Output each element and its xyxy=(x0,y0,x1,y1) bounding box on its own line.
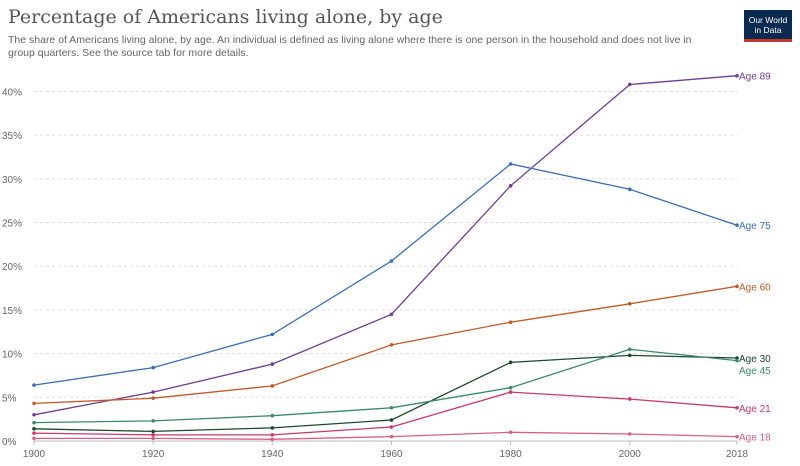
data-point-age-21[interactable] xyxy=(508,390,513,394)
y-tick-label: 20% xyxy=(2,262,22,273)
data-point-age-30[interactable] xyxy=(389,418,394,422)
data-point-age-75[interactable] xyxy=(270,332,275,337)
data-point-age-60[interactable] xyxy=(389,343,394,347)
series-label-age-60: Age 60 xyxy=(739,282,771,293)
series-line-age-75[interactable] xyxy=(33,163,738,386)
data-point-age-89[interactable] xyxy=(508,184,513,188)
series-label-age-45: Age 45 xyxy=(739,366,771,377)
y-tick-label: 25% xyxy=(2,219,22,230)
data-point-age-18[interactable] xyxy=(270,437,275,442)
chart-title: Percentage of Americans living alone, by… xyxy=(8,6,443,28)
y-tick-label: 40% xyxy=(2,87,22,98)
data-point-age-75[interactable] xyxy=(627,187,632,192)
series-label-age-21: Age 21 xyxy=(739,404,771,415)
y-tick-label: 10% xyxy=(2,350,22,361)
data-point-age-45[interactable] xyxy=(32,420,36,425)
logo-line-1: Our World xyxy=(748,15,788,25)
data-point-age-89[interactable] xyxy=(270,362,275,366)
y-tick-label: 35% xyxy=(2,131,22,142)
data-point-age-45[interactable] xyxy=(627,347,632,352)
data-point-age-45[interactable] xyxy=(151,419,155,423)
data-point-age-75[interactable] xyxy=(389,259,394,263)
logo-line-2: in Data xyxy=(754,25,782,35)
y-tick-label: 30% xyxy=(2,175,22,186)
x-tick-label: 1920 xyxy=(142,449,165,460)
data-point-age-18[interactable] xyxy=(389,434,394,439)
data-point-age-60[interactable] xyxy=(735,284,739,289)
data-point-age-21[interactable] xyxy=(627,397,632,401)
data-point-age-30[interactable] xyxy=(508,360,513,365)
data-point-age-89[interactable] xyxy=(389,312,394,317)
data-point-age-21[interactable] xyxy=(32,431,36,435)
data-point-age-75[interactable] xyxy=(508,162,513,166)
data-point-age-89[interactable] xyxy=(32,412,36,417)
series-label-age-75: Age 75 xyxy=(739,221,771,232)
data-point-age-89[interactable] xyxy=(151,390,155,394)
x-tick-label: 1900 xyxy=(23,449,46,460)
data-point-age-21[interactable] xyxy=(151,433,155,437)
data-point-age-60[interactable] xyxy=(32,401,36,406)
series-label-age-89: Age 89 xyxy=(739,72,771,83)
owid-logo[interactable]: Our World in Data xyxy=(744,10,792,42)
data-point-age-45[interactable] xyxy=(508,385,513,390)
data-point-age-18[interactable] xyxy=(508,430,513,435)
chart-subtitle: The share of Americans living alone, by … xyxy=(8,34,692,59)
data-point-age-21[interactable] xyxy=(270,433,275,437)
series-label-age-30: Age 30 xyxy=(739,354,771,365)
data-point-age-60[interactable] xyxy=(270,384,275,388)
x-tick-label: 1940 xyxy=(261,449,284,460)
data-point-age-30[interactable] xyxy=(270,426,275,430)
data-point-age-45[interactable] xyxy=(270,413,275,418)
data-point-age-89[interactable] xyxy=(735,73,739,78)
data-point-age-18[interactable] xyxy=(735,434,739,439)
data-point-age-60[interactable] xyxy=(508,320,513,324)
series-line-age-18[interactable] xyxy=(34,431,738,440)
series-line-age-89[interactable] xyxy=(33,75,738,416)
data-point-age-89[interactable] xyxy=(627,82,632,87)
data-point-age-21[interactable] xyxy=(735,405,739,410)
data-point-age-21[interactable] xyxy=(389,425,394,429)
data-point-age-75[interactable] xyxy=(151,365,155,370)
x-tick-label: 2018 xyxy=(726,449,749,460)
data-point-age-18[interactable] xyxy=(151,436,155,441)
data-point-age-75[interactable] xyxy=(32,383,36,387)
data-point-age-30[interactable] xyxy=(151,429,155,434)
y-tick-label: 15% xyxy=(2,306,22,317)
data-point-age-45[interactable] xyxy=(735,358,739,363)
series-label-age-18: Age 18 xyxy=(739,433,771,444)
data-point-age-30[interactable] xyxy=(32,426,36,431)
x-tick-label: 1980 xyxy=(499,449,522,460)
data-point-age-60[interactable] xyxy=(151,396,155,400)
data-point-age-60[interactable] xyxy=(627,302,632,306)
y-tick-label: 5% xyxy=(2,393,17,404)
data-point-age-30[interactable] xyxy=(627,353,632,358)
data-point-age-30[interactable] xyxy=(735,356,739,360)
x-tick-label: 2000 xyxy=(619,449,642,460)
data-point-age-45[interactable] xyxy=(389,405,394,410)
series-line-age-30[interactable] xyxy=(33,354,738,433)
data-point-age-18[interactable] xyxy=(32,436,36,441)
data-point-age-75[interactable] xyxy=(735,223,739,227)
data-point-age-18[interactable] xyxy=(627,432,632,436)
series-line-age-45[interactable] xyxy=(33,348,738,424)
x-tick-label: 1960 xyxy=(380,449,403,460)
y-tick-label: 0% xyxy=(2,437,17,448)
